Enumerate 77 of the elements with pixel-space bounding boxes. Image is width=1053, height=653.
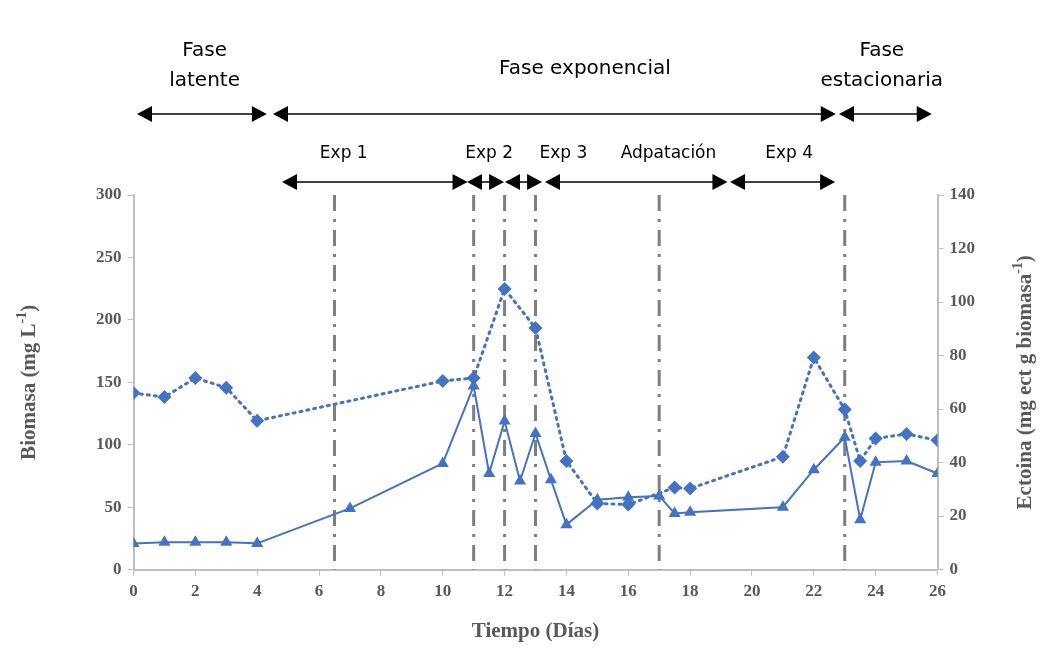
x-tick-label: 0 [129, 581, 138, 601]
x-tick-label: 2 [191, 581, 200, 601]
point [250, 413, 265, 428]
y-tick-label: 300 [96, 184, 122, 204]
y-tick-label: 150 [96, 371, 122, 391]
point [807, 462, 820, 474]
point [683, 481, 698, 496]
x-tick-label: 22 [805, 581, 823, 601]
y-tick-label: 200 [96, 309, 122, 329]
point [219, 380, 234, 395]
point [899, 426, 914, 441]
point [497, 281, 512, 296]
x-tick-label: 4 [252, 581, 262, 601]
y2-tick-label: 80 [949, 344, 967, 364]
x-tick-label: 24 [867, 581, 885, 601]
point [684, 505, 697, 516]
x-tick-label: 12 [496, 581, 514, 601]
point [653, 488, 666, 500]
point [776, 500, 789, 511]
y2-tick-label: 0 [949, 558, 958, 578]
point [869, 455, 882, 466]
point [854, 512, 867, 524]
y2-tick-label: 60 [949, 398, 967, 418]
text: Exp 4 [765, 141, 813, 164]
point [529, 426, 542, 437]
text: Fase estacionaria [820, 36, 944, 93]
x-tick-label: 6 [314, 581, 324, 601]
point [622, 490, 635, 501]
x-tick-label: 18 [681, 581, 699, 601]
point [158, 535, 171, 546]
text: Fase latente [169, 36, 240, 93]
y2-tick-label: 20 [949, 505, 967, 525]
point [837, 402, 852, 417]
y2-tick-label: 100 [949, 291, 975, 311]
text: Exp 2 [465, 141, 514, 164]
point [498, 414, 511, 425]
point [436, 456, 449, 467]
point [560, 517, 573, 529]
point [343, 501, 357, 512]
point [806, 350, 821, 365]
point [528, 320, 543, 335]
point [838, 430, 851, 441]
y-tick-label: 100 [96, 434, 122, 454]
y2-tick-label: 40 [949, 451, 967, 471]
y-tick-label: 0 [113, 558, 122, 578]
text: Exp 1 [319, 141, 368, 164]
y2-axis-title: Ectoina (mg ect g biomasa-1) [1009, 255, 1036, 510]
point [668, 506, 681, 517]
point [435, 373, 450, 388]
point [188, 371, 203, 386]
point [775, 449, 790, 464]
text: Fase exponencial [499, 54, 671, 81]
point [853, 453, 868, 468]
y-tick-label: 250 [96, 246, 122, 266]
point [868, 431, 883, 446]
y2-tick-label: 120 [949, 237, 975, 257]
x-tick-label: 14 [557, 581, 576, 601]
x-tick-label: 20 [743, 581, 761, 601]
x-tick-label: 8 [376, 581, 386, 601]
x-tick-label: 10 [434, 581, 452, 601]
text: Adpatación [620, 141, 717, 164]
point [251, 536, 264, 547]
point [544, 472, 558, 484]
x-tick-label: 16 [619, 581, 637, 601]
text: Exp 3 [539, 141, 588, 164]
y2-tick-label: 140 [949, 184, 975, 204]
point [157, 390, 172, 405]
point [220, 535, 233, 546]
y-tick-label: 50 [104, 496, 122, 516]
point [559, 453, 574, 468]
x-axis-title: Tiempo (Días) [471, 618, 600, 643]
point [591, 492, 604, 504]
point [189, 535, 202, 546]
y-axis-title: Biomasa (mg L-1) [13, 304, 40, 460]
point [483, 466, 496, 477]
x-tick-label: 26 [929, 581, 946, 601]
point [667, 480, 682, 495]
